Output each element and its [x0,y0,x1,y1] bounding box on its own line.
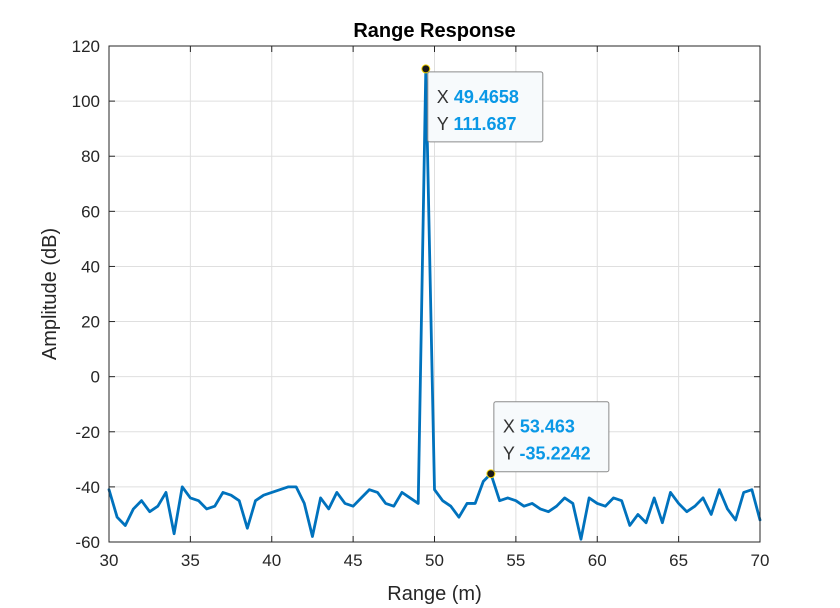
series-line[interactable] [107,67,762,541]
y-tick-label: 80 [81,147,100,166]
x-tick-label: 40 [262,551,281,570]
datatip-box [493,401,610,473]
y-tick-label: -40 [75,478,100,497]
datatip-x-key: X [503,417,520,437]
x-tick-label: 45 [344,551,363,570]
datatip-x-row: X 53.463 [503,417,575,437]
y-tick-label: -60 [75,533,100,552]
x-tick-label: 70 [751,551,770,570]
y-tick-label: 40 [81,257,100,276]
datatip-y-value: -35.2242 [520,444,591,464]
datatip-marker[interactable] [486,469,496,479]
datatip-box [427,71,544,143]
y-tick-label: 120 [72,37,100,56]
chart-title: Range Response [353,20,515,42]
y-axis-title: Amplitude (dB) [39,228,61,360]
datatip-x-value: 53.463 [520,417,575,437]
datatip-y-value: 111.687 [453,114,516,134]
datatip-marker[interactable] [421,64,431,74]
datatip-y-key: Y [437,114,454,134]
data-layer [107,67,762,541]
y-tick-label: 0 [91,368,100,387]
x-tick-label: 30 [100,551,119,570]
x-tick-label: 50 [425,551,444,570]
datatip-x-key: X [437,87,454,107]
datatip-y-row: Y -35.2242 [503,444,591,464]
x-axis-title: Range (m) [387,583,481,605]
y-tick-label: -20 [75,423,100,442]
x-tick-label: 60 [588,551,607,570]
datatip-y-key: Y [503,444,520,464]
datatip-markers [421,64,496,479]
y-tick-label: 100 [72,92,100,111]
x-tick-label: 65 [669,551,688,570]
x-tick-label: 55 [506,551,525,570]
ticks [108,45,761,543]
datatip-x-row: X 49.4658 [437,87,519,107]
x-tick-label: 35 [181,551,200,570]
datatip-x-value: 49.4658 [454,87,519,107]
tick-labels: 30 35 40 45 50 55 60 65 70 -60 -40 -20 0 20 40 60 80 100 1… [72,37,770,570]
y-tick-label: 20 [81,313,100,332]
y-tick-label: 60 [81,202,100,221]
datatip-y-row: Y 111.687 [437,114,517,134]
